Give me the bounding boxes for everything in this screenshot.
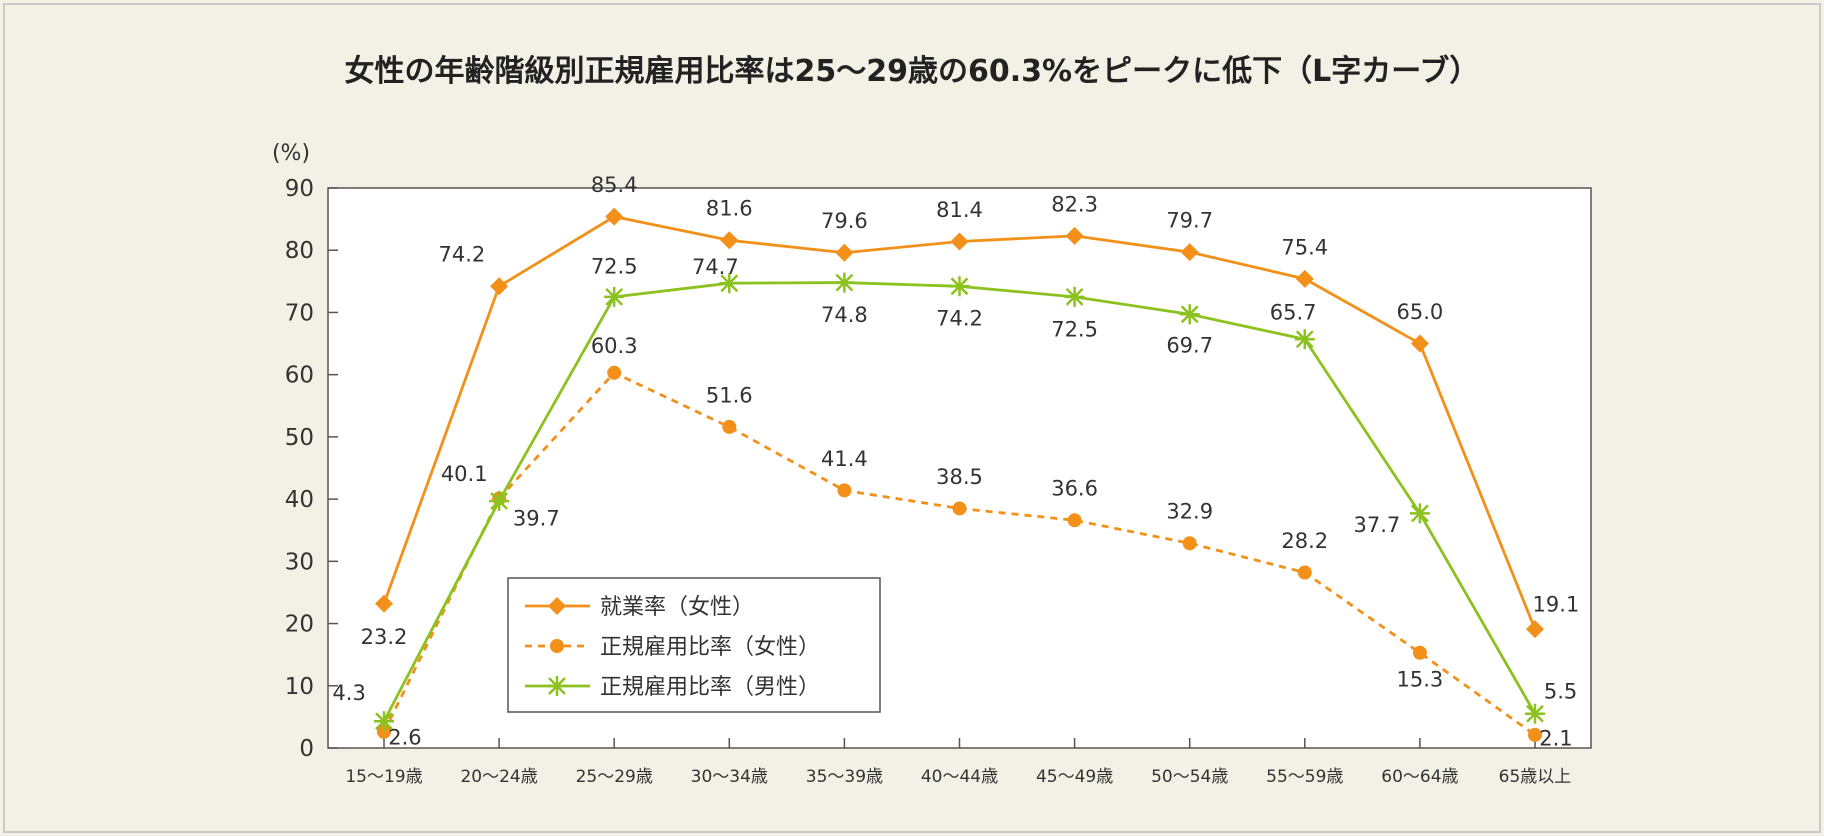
data-point [605, 207, 624, 226]
data-label: 39.7 [513, 506, 560, 530]
data-label: 32.9 [1166, 500, 1213, 524]
data-point [1409, 503, 1430, 524]
y-tick-label: 50 [285, 425, 314, 451]
y-tick-label: 10 [285, 674, 314, 700]
legend-marker [550, 639, 564, 653]
data-label: 2.6 [388, 725, 421, 749]
data-point [1525, 703, 1545, 724]
x-tick-label: 45〜49歳 [1036, 767, 1113, 787]
x-tick-label: 15〜19歳 [345, 767, 422, 787]
data-point [1179, 304, 1200, 325]
x-tick-label: 30〜34歳 [691, 767, 768, 787]
data-point [1065, 226, 1084, 245]
x-tick-label: 35〜39歳 [806, 767, 883, 787]
data-label: 5.5 [1544, 680, 1577, 704]
data-label: 75.4 [1281, 235, 1328, 259]
data-point [607, 365, 622, 380]
data-point [722, 419, 737, 434]
legend-marker [547, 676, 567, 696]
legend-marker [548, 597, 566, 615]
data-point [1526, 620, 1544, 639]
y-tick-label: 30 [285, 549, 314, 575]
data-label: 19.1 [1533, 593, 1580, 617]
legend-label: 正規雇用比率（男性） [600, 675, 820, 700]
legend-label: 正規雇用比率（女性） [600, 635, 820, 660]
data-label: 69.7 [1166, 334, 1213, 358]
data-label: 38.5 [936, 465, 983, 489]
data-point [374, 711, 394, 732]
data-point [835, 243, 854, 262]
data-point [604, 286, 625, 307]
data-label: 82.3 [1051, 192, 1098, 216]
data-point [1412, 645, 1427, 660]
data-label: 40.1 [441, 462, 488, 486]
data-label: 23.2 [361, 625, 408, 649]
x-tick-label: 40〜44歳 [921, 767, 998, 787]
x-tick-label: 50〜54歳 [1151, 767, 1228, 787]
data-label: 72.5 [1051, 317, 1098, 341]
data-label: 36.6 [1051, 477, 1098, 501]
data-point [949, 276, 970, 297]
data-point [375, 594, 393, 613]
data-label: 72.5 [591, 254, 638, 278]
data-point [1528, 727, 1542, 742]
data-point [489, 490, 510, 511]
data-label: 74.7 [692, 255, 739, 279]
data-label: 60.3 [591, 334, 638, 358]
data-label: 65.0 [1397, 300, 1444, 324]
x-tick-label: 25〜29歳 [576, 767, 653, 787]
y-tick-label: 60 [285, 363, 314, 389]
x-tick-label: 55〜59歳 [1266, 767, 1343, 787]
data-label: 65.7 [1270, 300, 1317, 324]
data-point [834, 272, 855, 293]
data-label: 74.2 [936, 307, 983, 331]
data-label: 41.4 [821, 447, 868, 471]
data-point [1297, 565, 1312, 580]
y-tick-label: 0 [299, 736, 314, 762]
y-tick-label: 70 [285, 300, 314, 326]
data-point [1410, 334, 1429, 353]
y-axis-label: (%) [272, 141, 310, 166]
data-label: 51.6 [706, 383, 753, 407]
data-point [719, 273, 740, 294]
y-tick-label: 90 [285, 176, 314, 202]
x-tick-label: 20〜24歳 [460, 767, 537, 787]
data-point [1067, 513, 1082, 528]
data-point [837, 483, 852, 498]
data-label: 81.6 [706, 197, 753, 221]
data-label: 4.3 [332, 681, 365, 705]
x-tick-label: 65歳以上 [1499, 767, 1572, 787]
chart-title: 女性の年齢階級別正規雇用比率は25〜29歳の60.3%をピークに低下（L字カーブ… [344, 54, 1480, 89]
x-tick-label: 60〜64歳 [1381, 767, 1458, 787]
data-point [952, 501, 967, 516]
data-label: 74.2 [439, 243, 486, 267]
y-tick-label: 40 [285, 487, 314, 513]
data-point [1064, 286, 1085, 307]
data-label: 85.4 [591, 173, 638, 197]
data-point [1294, 329, 1315, 350]
data-label: 74.8 [821, 303, 868, 327]
data-point [377, 724, 391, 739]
data-point [950, 232, 969, 251]
data-point [1180, 243, 1199, 262]
data-label: 15.3 [1397, 667, 1444, 691]
data-point [1295, 269, 1314, 288]
data-label: 28.2 [1281, 529, 1328, 553]
y-tick-label: 80 [285, 238, 314, 264]
data-label: 2.1 [1539, 726, 1572, 750]
data-label: 79.7 [1166, 209, 1213, 233]
data-label: 81.4 [936, 198, 983, 222]
data-point [1182, 536, 1197, 551]
data-label: 79.6 [821, 209, 868, 233]
legend-label: 就業率（女性） [600, 595, 754, 620]
data-point [490, 277, 509, 296]
data-label: 37.7 [1353, 513, 1400, 537]
data-point [720, 231, 739, 250]
y-tick-label: 20 [285, 612, 314, 638]
